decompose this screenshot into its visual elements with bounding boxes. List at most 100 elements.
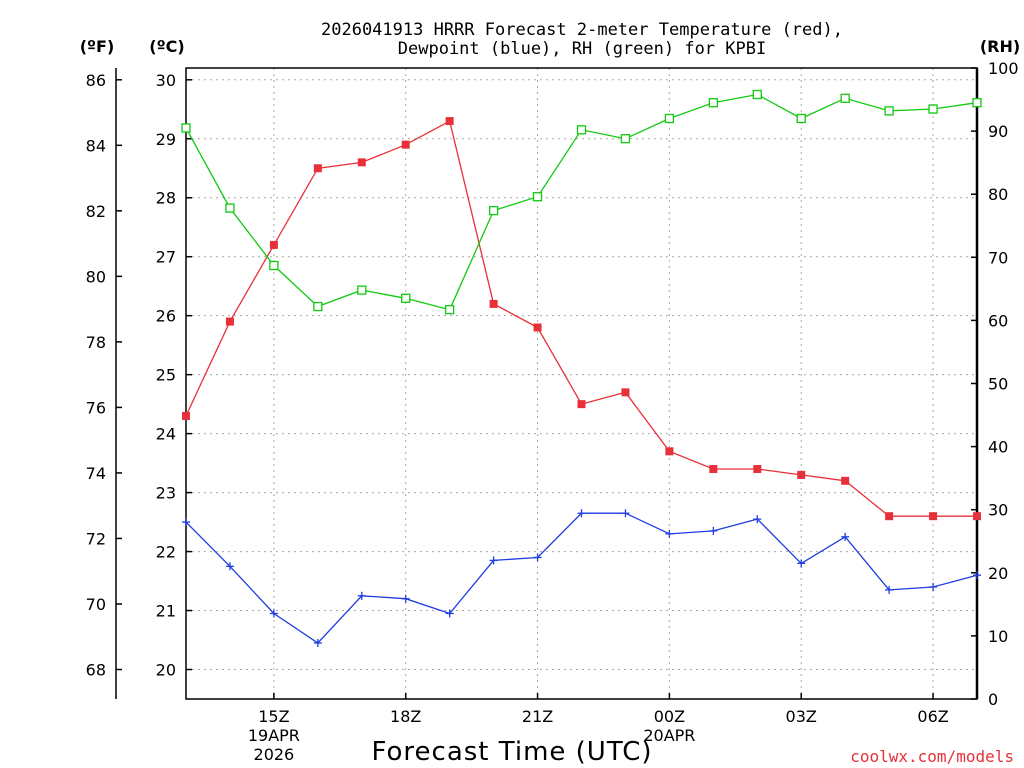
dewpoint-point xyxy=(885,585,894,594)
temperature-point xyxy=(269,240,278,249)
temperature-point xyxy=(533,323,542,332)
rh-point xyxy=(181,123,191,133)
temperature-point xyxy=(445,117,454,126)
fahrenheit-tick-label: 76 xyxy=(86,398,106,417)
temperature-point xyxy=(797,470,806,479)
temperature-point xyxy=(225,317,234,326)
dewpoint-point xyxy=(225,562,234,571)
dewpoint-point xyxy=(269,609,278,618)
dewpoint-point xyxy=(313,638,322,647)
celsius-tick-label: 29 xyxy=(156,130,176,149)
dewpoint-point xyxy=(929,582,938,591)
rh-point xyxy=(313,301,323,312)
temperature-point xyxy=(841,476,850,485)
rh-point xyxy=(972,98,982,108)
temperature-point xyxy=(665,447,674,456)
temperature-point xyxy=(929,512,938,521)
rh-tick-label: 0 xyxy=(988,690,998,709)
x-tick-label: 21Z xyxy=(522,707,553,726)
rh-tick-label: 60 xyxy=(988,311,1008,330)
temperature-point xyxy=(753,465,762,474)
rh-point xyxy=(752,89,762,100)
dewpoint-point xyxy=(753,515,762,524)
temperature-point xyxy=(489,299,498,308)
chart-title-line2: Dewpoint (blue), RH (green) for KPBI xyxy=(398,39,766,59)
rh-point xyxy=(796,113,806,124)
dewpoint-point xyxy=(841,532,850,541)
x-axis-title: Forecast Time (UTC) xyxy=(371,737,652,767)
axes xyxy=(115,67,979,700)
celsius-tick-label: 26 xyxy=(156,307,176,326)
temperature-point xyxy=(973,512,981,521)
dewpoint-point xyxy=(182,518,190,527)
rh-tick-label: 50 xyxy=(988,375,1008,394)
x-tick-label: 00Z xyxy=(654,707,685,726)
rh-point xyxy=(445,305,455,315)
fahrenheit-tick-label: 86 xyxy=(86,71,106,90)
dewpoint-point xyxy=(709,526,718,535)
fahrenheit-tick-label: 78 xyxy=(86,333,106,352)
rh-point xyxy=(840,93,850,103)
rh-point xyxy=(928,104,938,114)
temperature-point xyxy=(885,512,894,521)
dewpoint-point xyxy=(533,553,542,562)
x-tick-label: 19APR xyxy=(248,726,300,745)
rh-tick-label: 70 xyxy=(988,248,1008,267)
rh-tick-label: 40 xyxy=(988,438,1008,457)
fahrenheit-tick-label: 82 xyxy=(86,202,106,221)
rh-point xyxy=(708,98,718,108)
dewpoint-point xyxy=(357,591,366,600)
dewpoint-line xyxy=(185,512,978,644)
celsius-tick-label: 22 xyxy=(156,543,176,562)
rh-tick-label: 80 xyxy=(988,185,1008,204)
celsius-tick-label: 24 xyxy=(156,425,176,444)
celsius-tick-label: 28 xyxy=(156,189,176,208)
fahrenheit-tick-label: 72 xyxy=(86,529,106,548)
temperature-point xyxy=(577,400,586,409)
celsius-unit-label: (ºC) xyxy=(149,37,184,56)
rh-tick-label: 20 xyxy=(988,564,1008,583)
plot-frame xyxy=(185,67,978,700)
fahrenheit-unit-label: (ºF) xyxy=(80,37,115,56)
temperature-point xyxy=(401,140,410,149)
rh-point xyxy=(488,205,499,216)
rh-point xyxy=(225,203,235,213)
fahrenheit-tick-label: 74 xyxy=(86,464,106,483)
celsius-tick-label: 23 xyxy=(156,484,176,503)
dewpoint-point xyxy=(797,559,806,568)
credit-link[interactable]: coolwx.com/models xyxy=(850,747,1014,766)
fahrenheit-tick-label: 84 xyxy=(86,136,106,155)
fahrenheit-tick-label: 68 xyxy=(86,661,106,680)
x-tick-label: 20APR xyxy=(643,726,695,745)
x-tick-label: 18Z xyxy=(390,707,421,726)
dewpoint-point xyxy=(401,594,410,603)
dewpoint-point xyxy=(973,571,981,580)
rh-tick-label: 30 xyxy=(988,501,1008,520)
dewpoint-point xyxy=(445,609,454,618)
chart-title-line1: 2026041913 HRRR Forecast 2-meter Tempera… xyxy=(321,20,843,40)
temperature-point xyxy=(621,388,630,397)
x-tick-label: 06Z xyxy=(917,707,948,726)
dewpoint-point xyxy=(665,529,674,538)
dewpoint-point xyxy=(577,509,586,518)
tick-labels: 68 70 72 74 76 78 80 82 84 86 20 21 22 23 24 25 26 27 28 29… xyxy=(86,59,1019,764)
rh-point xyxy=(620,134,631,144)
rh-point xyxy=(576,125,587,135)
rh-point xyxy=(401,293,411,303)
temperature-point xyxy=(182,411,190,420)
x-tick-label: 15Z xyxy=(258,707,289,726)
rh-tick-label: 10 xyxy=(988,627,1008,646)
temperature-point xyxy=(709,465,718,474)
celsius-tick-label: 27 xyxy=(156,248,176,267)
temperature-line xyxy=(185,120,977,517)
celsius-tick-label: 21 xyxy=(156,602,176,621)
rh-tick-label: 90 xyxy=(988,122,1008,141)
rh-point xyxy=(269,260,279,271)
rh-unit-label: (RH) xyxy=(980,37,1020,56)
celsius-tick-label: 20 xyxy=(156,661,176,680)
rh-point xyxy=(664,113,675,124)
fahrenheit-tick-label: 80 xyxy=(86,267,106,286)
fahrenheit-tick-label: 70 xyxy=(86,595,106,614)
x-tick-label: 2026 xyxy=(254,745,295,764)
